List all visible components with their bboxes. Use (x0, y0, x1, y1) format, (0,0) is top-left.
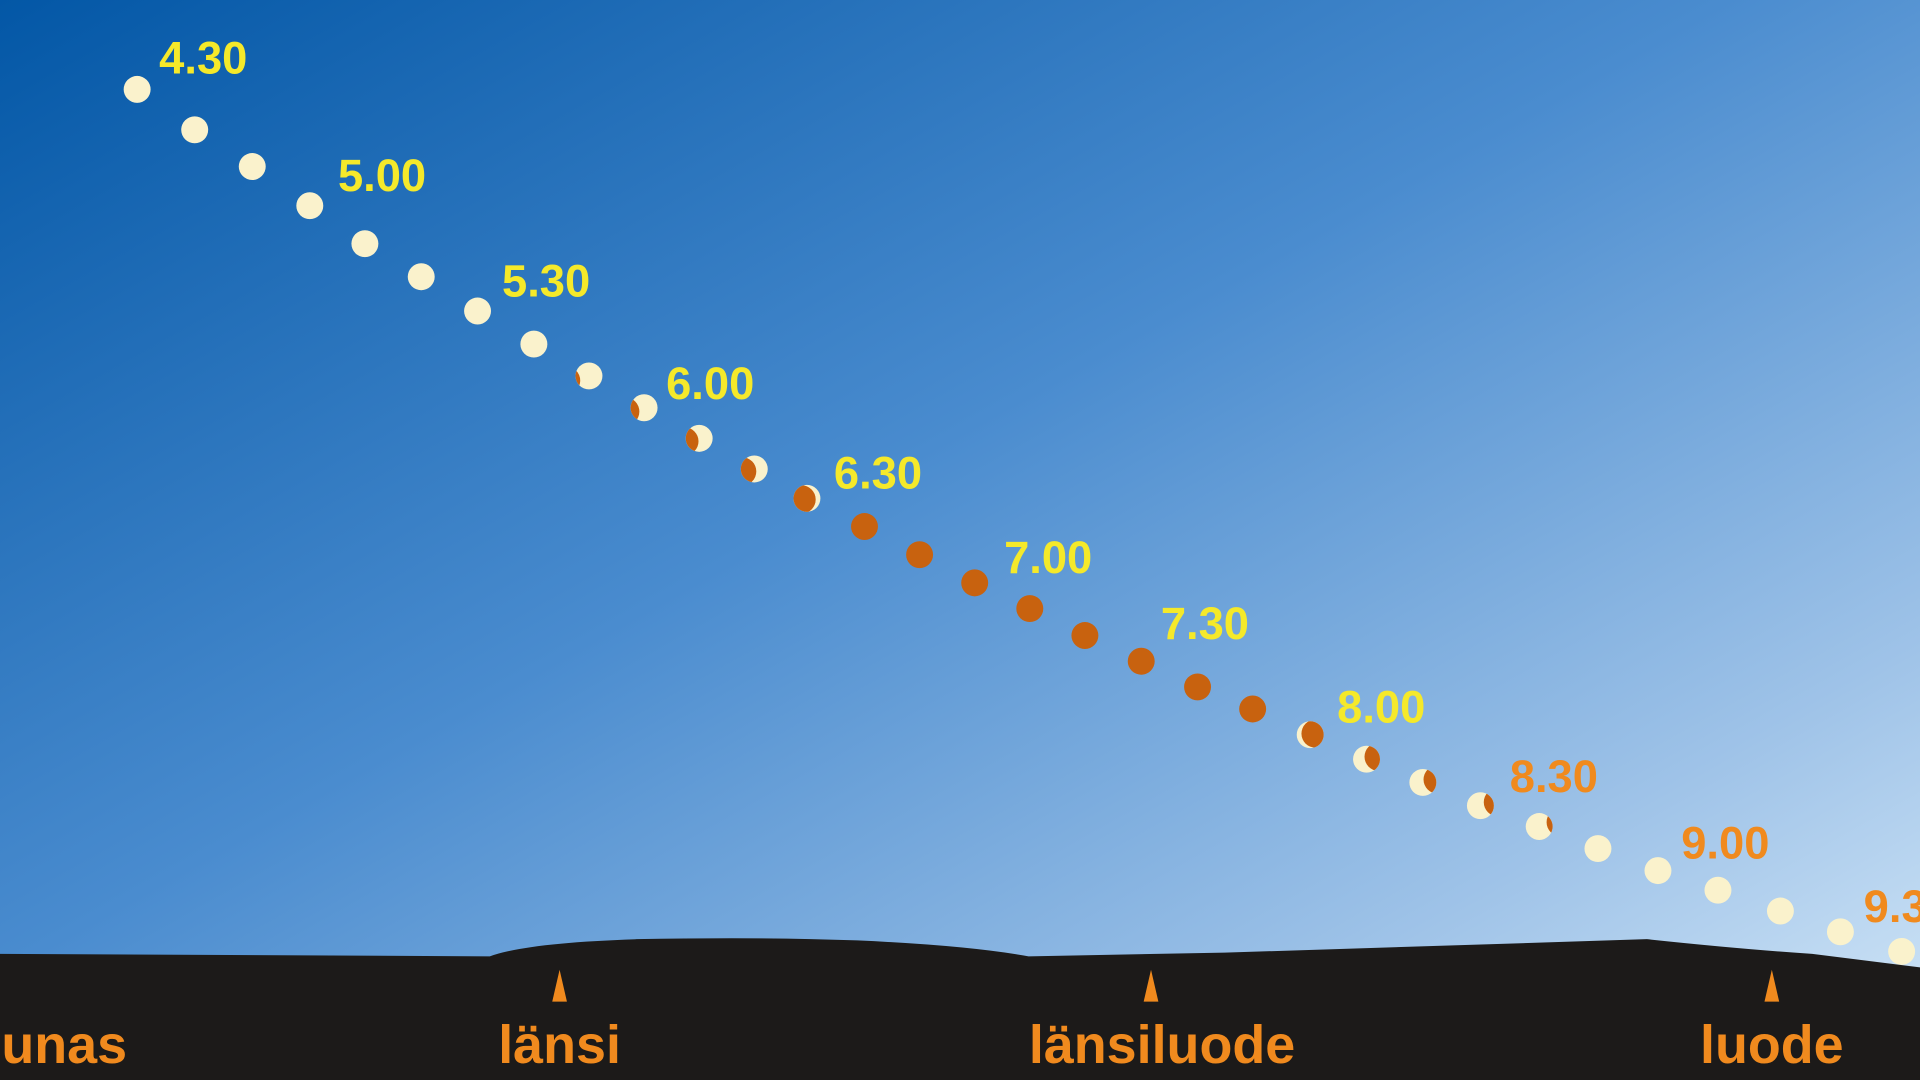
moon-bright (1644, 857, 1672, 885)
direction-label: länsiluode (1029, 1015, 1295, 1075)
moon-eclipsed (961, 569, 989, 597)
moon (1353, 745, 1380, 773)
direction-marker (1143, 969, 1159, 1002)
time-label: 7.00 (1004, 532, 1092, 583)
moon-path (123, 75, 1916, 965)
moon-eclipsed (1239, 695, 1267, 723)
moon-bright (407, 263, 435, 291)
moon-bright (1525, 813, 1553, 840)
moon-bright (1888, 937, 1916, 965)
time-label: 7.30 (1161, 598, 1249, 649)
time-label: 5.30 (502, 255, 590, 306)
moon-bright (351, 230, 379, 258)
moon-bright (520, 330, 548, 358)
moon-bright (123, 75, 151, 103)
moon-bright (1584, 835, 1612, 863)
moon (851, 513, 878, 540)
moon (1584, 835, 1612, 863)
moon (575, 362, 603, 390)
moon (1704, 876, 1732, 904)
direction-label: länsi (498, 1015, 621, 1075)
moon-eclipsed (851, 513, 878, 540)
moon-bright (464, 297, 492, 325)
direction-marker (552, 969, 567, 1002)
direction-label: luode (1700, 1015, 1844, 1075)
moon-shadow (685, 427, 699, 452)
direction-label: lounas (0, 1015, 127, 1075)
moon (1127, 647, 1155, 675)
time-label: 8.00 (1337, 681, 1425, 732)
moon (1525, 813, 1553, 840)
time-label: 4.30 (159, 32, 247, 83)
moon-eclipsed (906, 541, 934, 569)
moon-eclipsed (1016, 595, 1044, 623)
moon (123, 75, 151, 103)
moon-bright (575, 362, 603, 390)
moon-bright (296, 192, 324, 220)
moon (520, 330, 548, 358)
moon (1826, 918, 1854, 946)
time-label: 5.00 (338, 150, 426, 201)
moon-shadow (740, 457, 757, 483)
moon (464, 297, 492, 325)
moon-bright (1704, 876, 1732, 904)
moon-eclipsed (1071, 622, 1099, 649)
moon (1409, 768, 1437, 796)
moon-bright (1826, 918, 1854, 946)
moon-bright (238, 153, 266, 180)
moon (351, 230, 379, 258)
moon (1071, 622, 1099, 649)
moon-bright (1766, 897, 1794, 925)
moon (906, 541, 934, 569)
moon (296, 192, 324, 220)
moon-shadow (1423, 768, 1437, 794)
moon-shadow (1364, 745, 1380, 771)
moon (1016, 595, 1044, 623)
moon (1239, 695, 1267, 723)
moon (407, 263, 435, 291)
moon (1888, 937, 1916, 965)
time-label: 6.30 (834, 448, 922, 499)
moon (685, 424, 713, 452)
time-label: 9.00 (1681, 817, 1769, 868)
direction-marker (1764, 969, 1780, 1002)
moon (961, 569, 989, 597)
horizon (0, 938, 1920, 1080)
moon (181, 116, 209, 144)
moon (238, 153, 266, 180)
moon (1184, 673, 1212, 701)
moon (740, 455, 768, 483)
moon-eclipsed (1127, 647, 1155, 675)
moon-eclipsed (1184, 673, 1212, 701)
moon (1644, 857, 1672, 885)
time-label: 9.30 (1864, 881, 1920, 932)
moon (1766, 897, 1794, 925)
time-label: 6.00 (666, 358, 754, 409)
time-label: 8.30 (1510, 751, 1598, 802)
moon-bright (181, 116, 209, 144)
